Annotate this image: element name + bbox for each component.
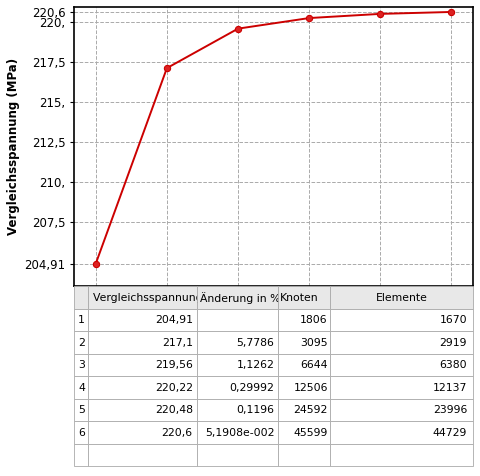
X-axis label: Lösungsnummer: Lösungsnummer (212, 313, 336, 326)
Y-axis label: Vergleichsspannung (MPa): Vergleichsspannung (MPa) (7, 58, 20, 235)
